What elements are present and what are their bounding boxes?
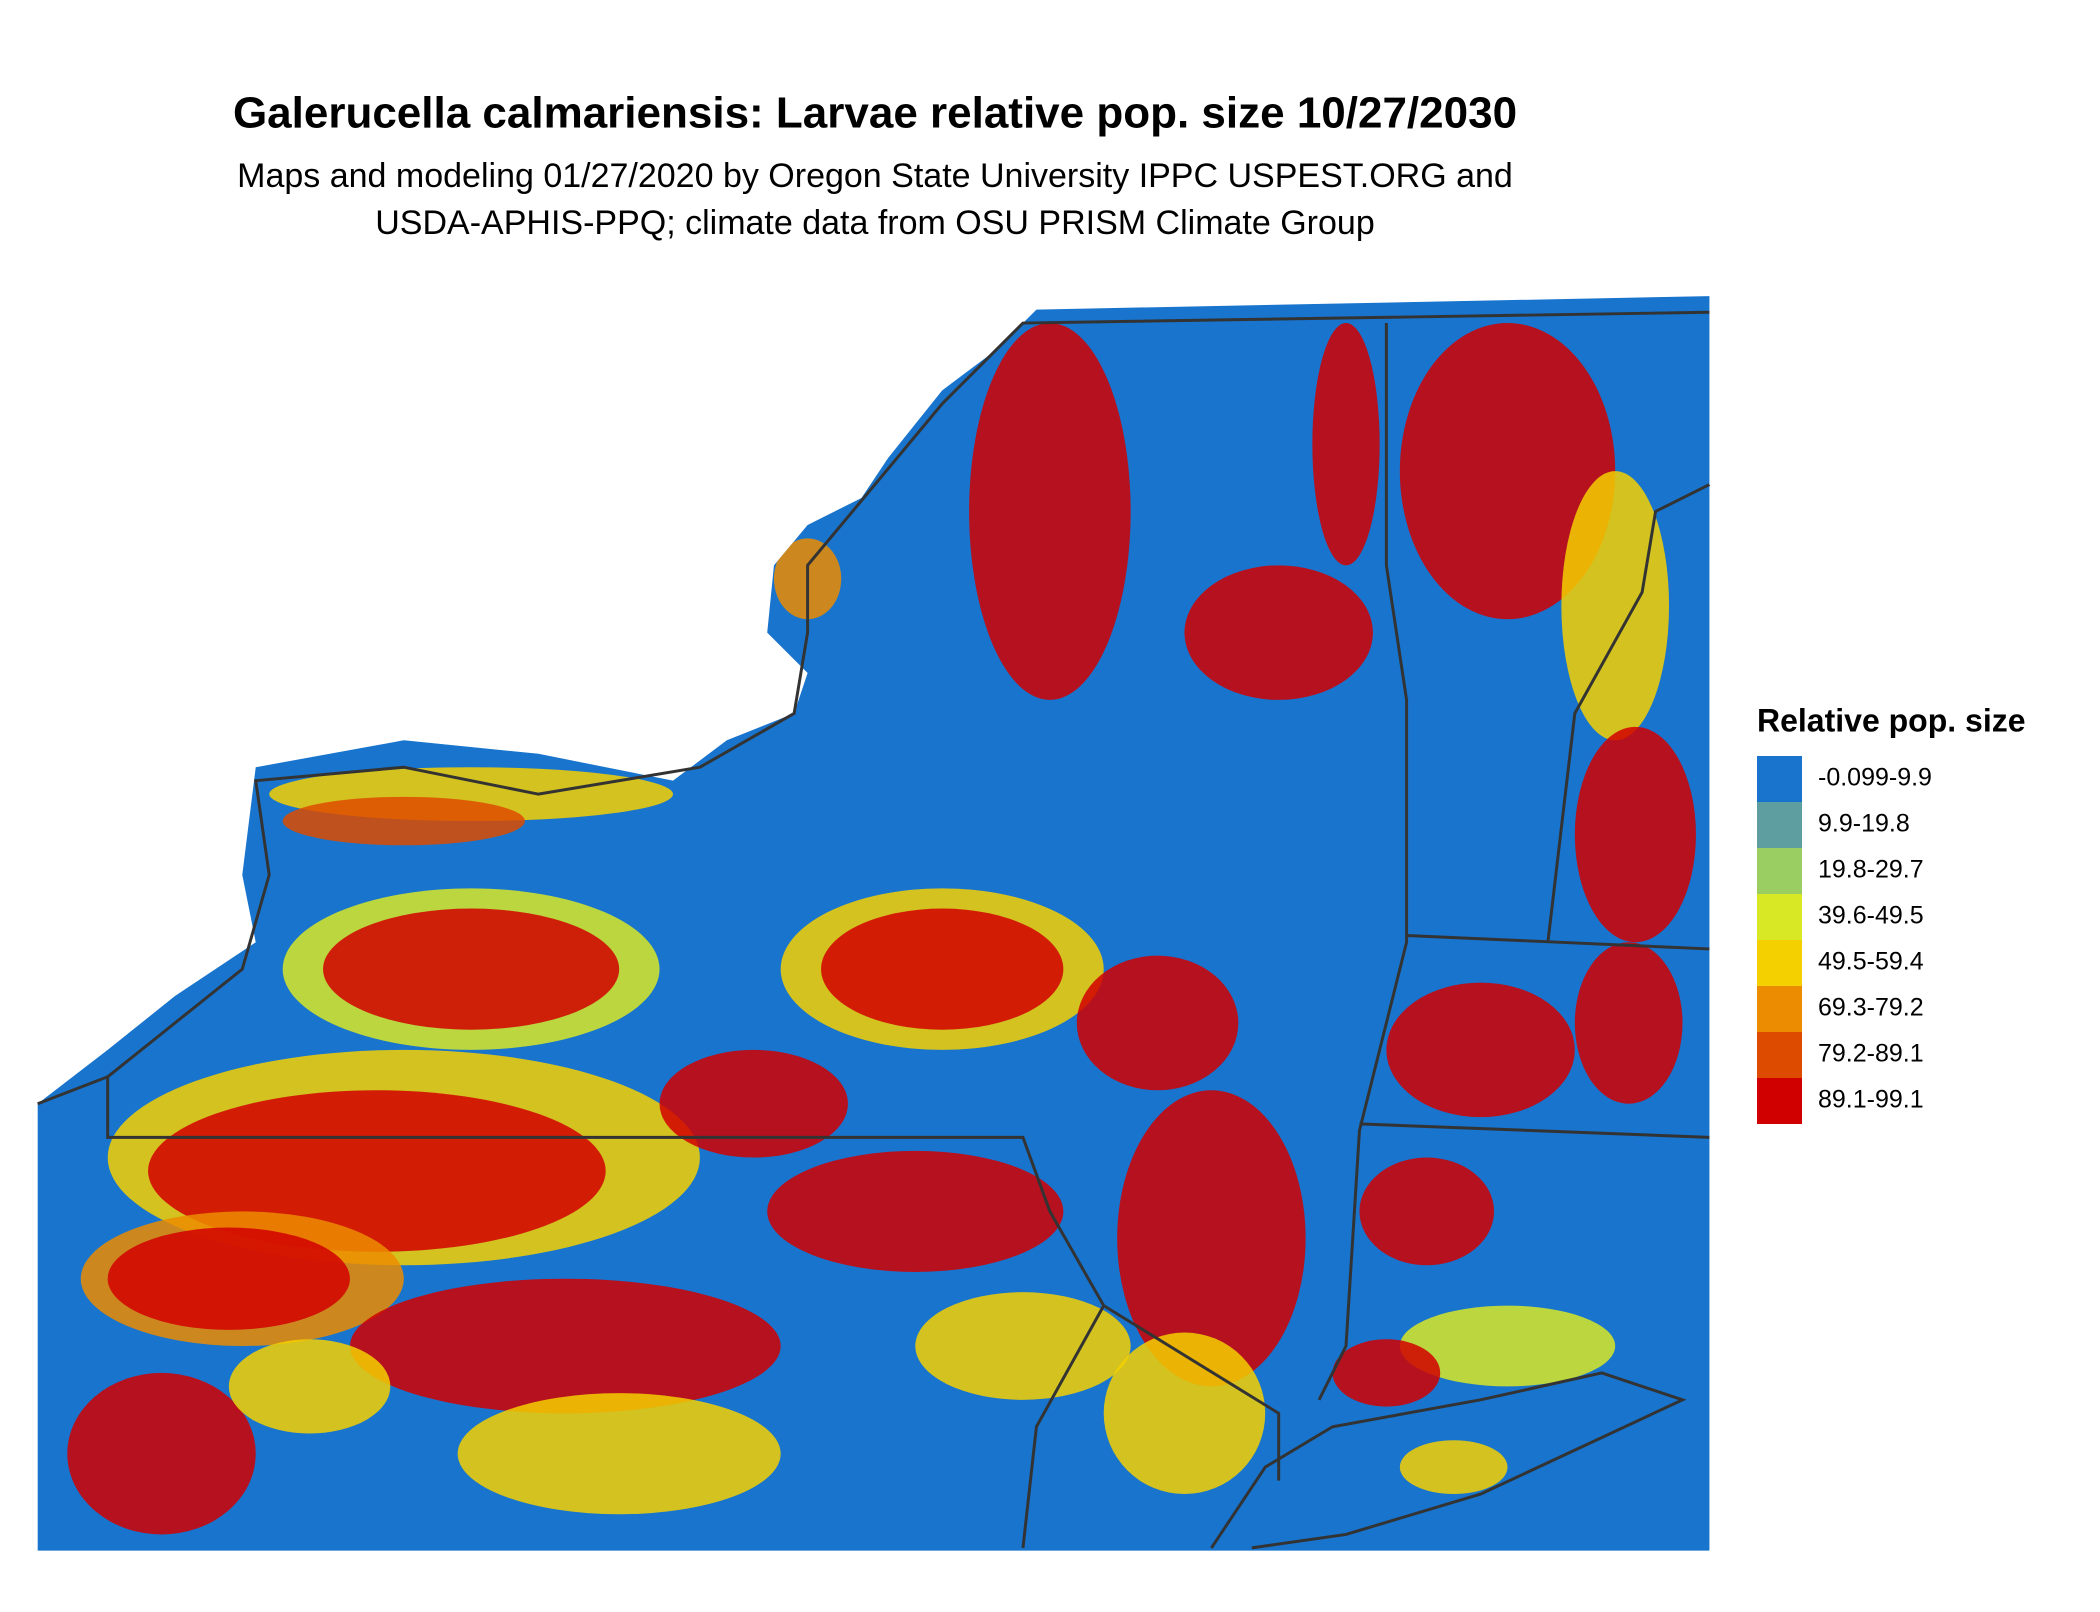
state-borders	[37, 310, 1711, 1550]
raster-patch	[1399, 1305, 1616, 1387]
border-line	[1406, 933, 1710, 951]
raster-patch	[323, 908, 620, 1030]
legend-swatch	[1757, 848, 1802, 894]
raster-patch	[1312, 323, 1380, 566]
raster-patch	[67, 1372, 256, 1535]
raster-patch	[457, 1393, 781, 1515]
border-line	[1210, 1371, 1687, 1550]
legend: -0.099-9.9 9.9-19.8 19.8-29.7 39.6-49.5 49.5…	[1757, 756, 1932, 1124]
raster-patch	[767, 1150, 1064, 1272]
legend-swatch	[1757, 940, 1802, 986]
legend-label: 39.6-49.5	[1818, 902, 1924, 930]
legend-label: 89.1-99.1	[1818, 1086, 1924, 1114]
raster-patches	[67, 323, 1696, 1535]
legend-label: -0.099-9.9	[1818, 764, 1932, 792]
legend-swatch	[1757, 1078, 1802, 1124]
raster-patch	[1332, 1339, 1441, 1407]
raster-patch	[969, 323, 1131, 700]
legend-label: 9.9-19.8	[1818, 810, 1910, 838]
border-line	[1359, 1122, 1710, 1139]
border-line	[37, 1074, 1281, 1481]
map-subtitle: USDA-APHIS-PPQ; climate data from OSU PR…	[375, 204, 1374, 242]
raster-patch	[349, 1278, 781, 1414]
raster-patch	[1574, 726, 1696, 943]
raster-patch	[1359, 1157, 1495, 1266]
raster-patch	[228, 1339, 391, 1434]
map-title: Galerucella calmariensis: Larvae relativ…	[233, 89, 1517, 138]
legend-swatch	[1757, 986, 1802, 1032]
raster-patch	[1574, 942, 1683, 1104]
raster-patch	[148, 1090, 606, 1252]
border-line	[106, 310, 1710, 1078]
legend-label: 69.3-79.2	[1818, 994, 1924, 1022]
raster-patch	[1076, 955, 1239, 1091]
legend-swatch	[1757, 756, 1802, 802]
legend-label: 49.5-59.4	[1818, 948, 1924, 976]
legend-swatch	[1757, 1032, 1802, 1078]
border-line	[1546, 483, 1711, 943]
border-line	[1317, 323, 1409, 1401]
raster-patch	[1184, 565, 1373, 700]
raster-patch	[107, 1227, 350, 1330]
raster-patch	[1561, 471, 1670, 741]
raster-patch	[1399, 1440, 1508, 1495]
raster-patch	[282, 796, 525, 846]
raster-patch	[1103, 1332, 1266, 1495]
legend-label: 79.2-89.1	[1818, 1040, 1924, 1068]
raster-patch	[659, 1049, 848, 1158]
border-line	[1021, 1304, 1106, 1549]
raster-patch	[821, 908, 1064, 1030]
raster-patch	[1117, 1090, 1306, 1387]
legend-swatch	[1757, 802, 1802, 848]
legend-label: 19.8-29.7	[1818, 856, 1924, 884]
raster-patch	[1386, 982, 1575, 1118]
raster-patch	[1399, 323, 1616, 620]
raster-patch	[915, 1292, 1131, 1400]
legend-swatch	[1757, 894, 1802, 940]
map-subtitle: Maps and modeling 01/27/2020 by Oregon S…	[237, 157, 1513, 195]
legend-title: Relative pop. size	[1757, 702, 2026, 738]
